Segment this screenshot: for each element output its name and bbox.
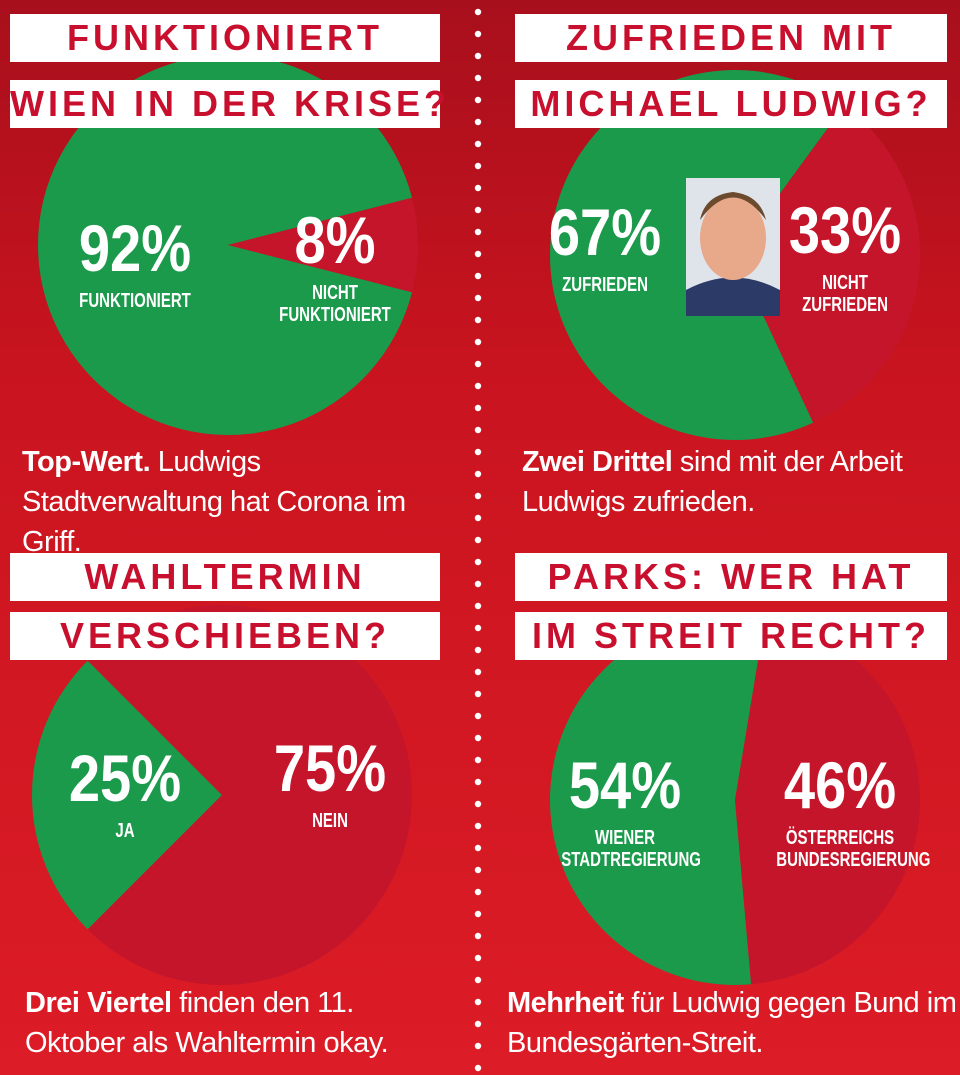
separator-dot [474,558,482,566]
separator-dot [474,1020,482,1028]
separator-dot [474,954,482,962]
separator-dot [474,690,482,698]
category-label: NICHT ZUFRIEDEN [802,272,888,316]
separator-dot [474,404,482,412]
category-label: NEIN [312,810,348,832]
pie-slice [37,55,413,436]
separator-dot [474,250,482,258]
separator-dot [474,118,482,126]
caption-bold: Mehrheit [507,987,624,1019]
separator-dot [474,888,482,896]
separator-dot [474,184,482,192]
separator-dot [474,668,482,676]
value-label: 92% [78,211,192,285]
separator-dot [474,228,482,236]
separator-dot [474,778,482,786]
title-line: WAHLTERMIN [10,553,440,601]
separator-dot [474,1064,482,1072]
separator-dot [474,536,482,544]
title-line: ZUFRIEDEN MIT [515,14,947,62]
separator-dot [474,514,482,522]
separator-dot [474,602,482,610]
caption: Mehrheit für Ludwig gegen Bund im Bundes… [507,983,957,1063]
pie-slice [32,660,223,930]
value-label: 67% [548,195,662,269]
separator-dot [474,294,482,302]
category-label: WIENER STADTREGIERUNG [561,827,701,871]
title-line: PARKS: WER HAT [515,553,947,601]
separator-dot [474,866,482,874]
value-label: 75% [273,731,387,805]
separator-dot [474,8,482,16]
separator-dot [474,822,482,830]
separator-dot [474,382,482,390]
caption-bold: Top-Wert. [22,446,151,478]
pie-slice [550,615,766,985]
caption-bold: Zwei Drittel [522,446,673,478]
title-line: FUNKTIONIERT [10,14,440,62]
separator-dot [474,910,482,918]
pie-slice [735,617,921,985]
separator-dot [474,492,482,500]
title-line: WIEN IN DER KRISE? [10,80,446,128]
separator-dot [474,30,482,38]
separator-dot [474,756,482,764]
portrait-photo [686,178,780,316]
separator-dot [474,734,482,742]
category-label: ZUFRIEDEN [562,274,648,296]
separator-dot [474,338,482,346]
separator-dot [474,206,482,214]
separator-dot [474,162,482,170]
caption-bold: Drei Viertel [25,987,172,1019]
separator-dot [474,470,482,478]
separator-dot [474,976,482,984]
separator-dot [474,272,482,280]
separator-dot [474,426,482,434]
separator-dot [474,800,482,808]
pie-slice [87,605,412,985]
category-label: JA [115,820,135,842]
title-line: MICHAEL LUDWIG? [515,80,947,128]
category-label: ÖSTERREICHS BUNDESREGIERUNG [776,827,931,871]
separator-dot [474,140,482,148]
separator-dot [474,360,482,368]
pie-slice [228,197,419,293]
value-label: 25% [68,741,182,815]
separator-dot [474,580,482,588]
separator-dot [474,316,482,324]
separator-dot [474,1042,482,1050]
caption: Zwei Drittel sind mit der Arbeit Ludwigs… [522,442,942,522]
caption: Drei Viertel finden den 11. Oktober als … [25,983,455,1063]
value-label: 33% [788,193,902,267]
separator-dot [474,712,482,720]
value-label: 8% [294,203,376,277]
separator-dot [474,624,482,632]
separator-dot [474,844,482,852]
separator-dot [474,74,482,82]
value-label: 54% [568,748,682,822]
separator-dot [474,646,482,654]
pie-slice [735,105,920,423]
caption-text: finden den 11. Oktober als Wahltermin ok… [25,987,389,1059]
title-line: IM STREIT RECHT? [515,612,947,660]
caption: Top-Wert. Ludwigs Stadtverwaltung hat Co… [22,442,462,562]
separator-dot [474,932,482,940]
title-line: VERSCHIEBEN? [10,612,440,660]
separator-dot [474,448,482,456]
caption-text: für Ludwig gegen Bund im Bundesgärten-St… [507,987,957,1059]
caption-text: sind mit der Arbeit Ludwigs zufrieden. [522,446,903,518]
value-label: 46% [783,748,897,822]
category-label: FUNKTIONIERT [79,290,191,312]
separator-dot [474,96,482,104]
category-label: NICHT FUNKTIONIERT [279,282,391,326]
separator-dot [474,998,482,1006]
caption-text: Ludwigs Stadtverwaltung hat Corona im Gr… [22,446,406,558]
separator-dot [474,52,482,60]
